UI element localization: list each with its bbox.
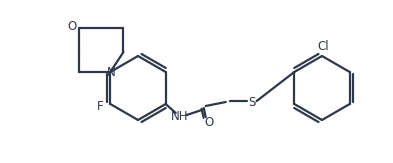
Text: S: S: [248, 96, 255, 109]
Text: O: O: [204, 116, 213, 128]
Text: O: O: [68, 21, 77, 34]
Text: NH: NH: [171, 111, 189, 124]
Text: Cl: Cl: [317, 40, 329, 53]
Text: N: N: [107, 67, 116, 80]
Text: F: F: [97, 99, 104, 112]
